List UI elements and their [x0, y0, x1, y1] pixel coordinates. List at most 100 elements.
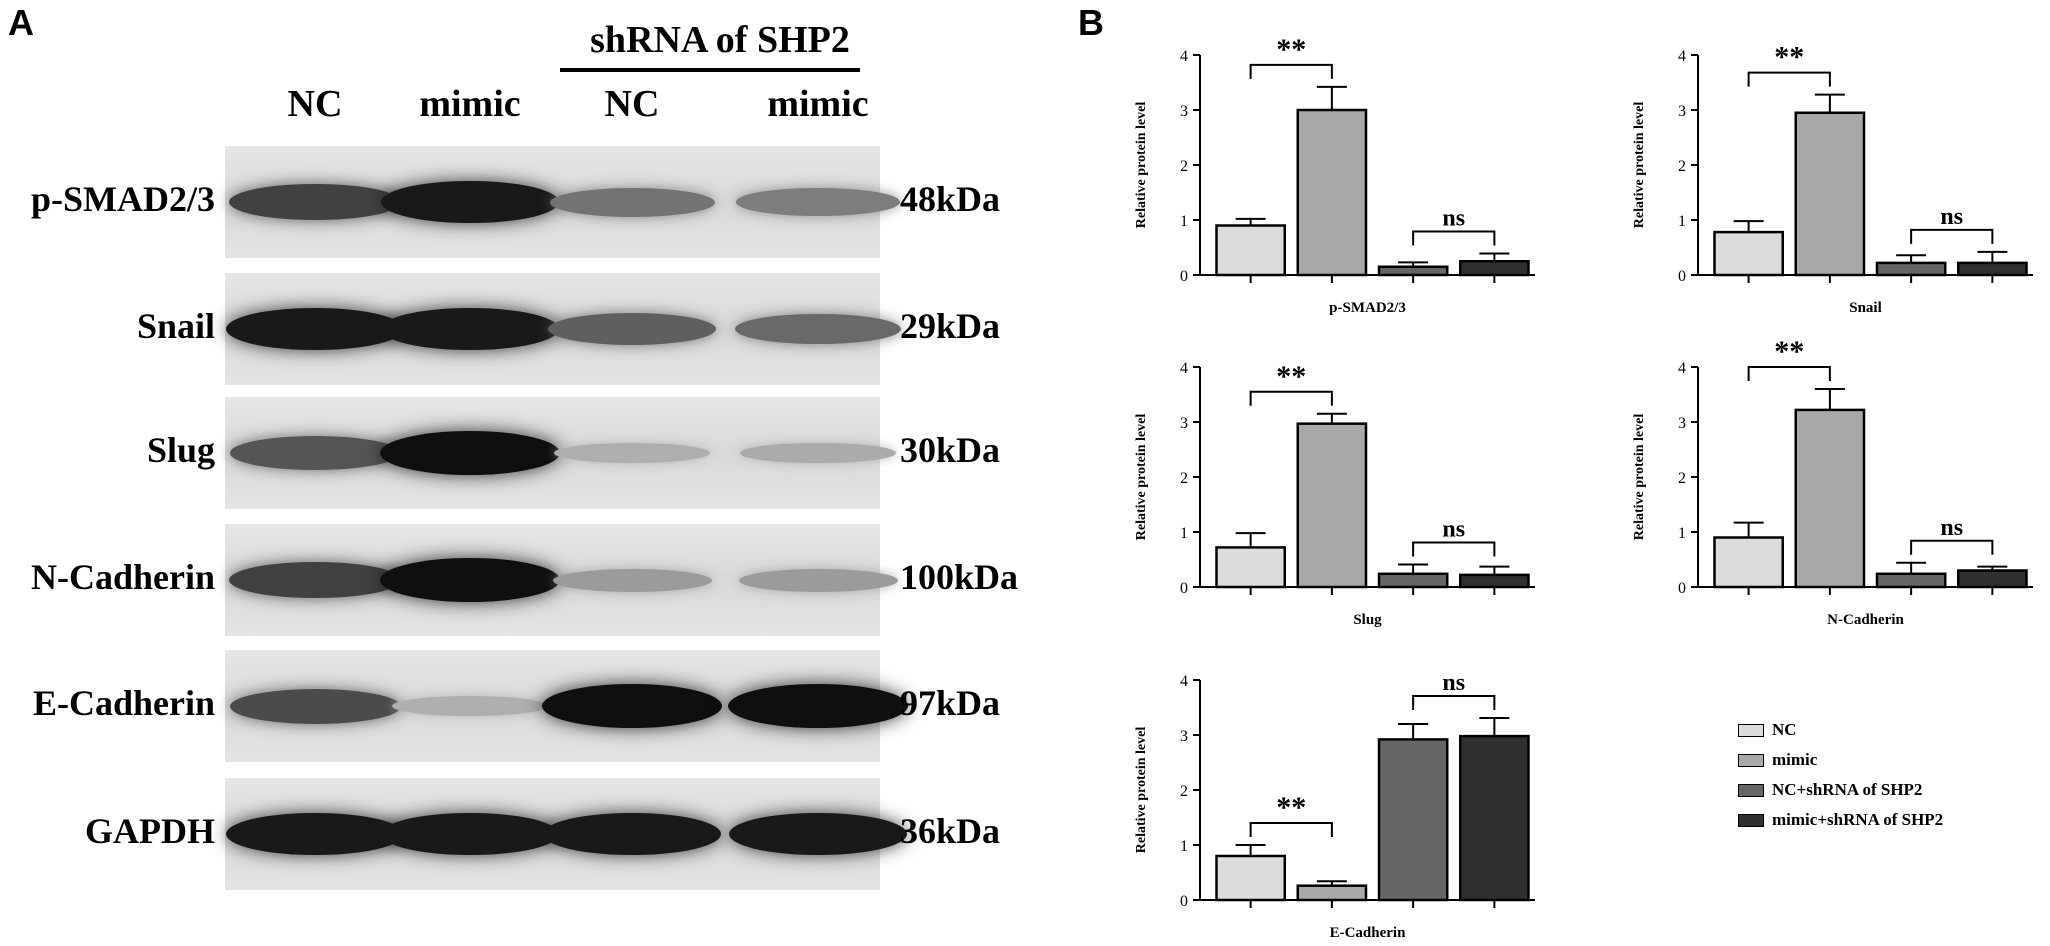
x-axis-label: Slug	[1353, 612, 1382, 628]
significance-bracket	[1249, 390, 1333, 406]
y-tick-label: 0	[1678, 580, 1686, 597]
blot-band	[739, 442, 897, 464]
blot-band	[738, 568, 898, 592]
y-tick-label: 2	[1678, 158, 1686, 175]
bar-charts-panel: B 0 1 2 3 4 Relative protein level ** ns p-SMAD2…	[1060, 0, 2050, 946]
y-tick-label: 4	[1180, 48, 1188, 65]
protein-label: Snail	[136, 306, 215, 346]
bar-chart-1: 0 1 2 3 4 Relative protein level ** ns p-SMAD2/3	[1134, 33, 1535, 316]
protein-label: E-Cadherin	[32, 683, 215, 723]
blot-strip	[225, 650, 908, 762]
shrna-group-line	[560, 68, 860, 72]
panel-a-letter: A	[8, 2, 34, 43]
kda-label: 36kDa	[900, 811, 1001, 851]
significance-bracket	[1249, 822, 1333, 837]
western-blot-panel: A shRNA of SHP2 NC mimic NC mimic p-SMAD2/3…	[8, 2, 1018, 890]
protein-label: p-SMAD2/3	[30, 179, 215, 219]
bar	[1215, 224, 1286, 277]
bar	[1794, 408, 1866, 589]
shrna-group-label: shRNA of SHP2	[590, 19, 850, 61]
blot-band	[380, 558, 560, 602]
bar	[1957, 261, 2028, 277]
significance-bracket	[1249, 63, 1333, 79]
bar	[1215, 854, 1286, 902]
legend-label: NC+shRNA of SHP2	[1772, 780, 1923, 799]
significance-bracket	[1747, 366, 1831, 381]
y-axis-label: Relative protein level	[1134, 414, 1149, 541]
x-axis-label: Snail	[1849, 300, 1882, 316]
y-tick-label: 2	[1180, 470, 1188, 487]
significance-label: ns	[1940, 204, 1963, 230]
legend-label: mimic+shRNA of SHP2	[1772, 810, 1944, 829]
lane-label-2: mimic	[419, 83, 521, 125]
legend-item: mimic+shRNA of SHP2	[1738, 810, 1943, 830]
blot-band	[225, 812, 405, 856]
bar	[1377, 265, 1449, 277]
blot-band	[225, 307, 405, 351]
blot-band	[380, 180, 560, 224]
bar	[1296, 108, 1368, 277]
bar	[1459, 573, 1530, 589]
y-tick-label: 4	[1678, 48, 1686, 65]
y-tick-label: 3	[1180, 415, 1188, 432]
blot-band	[728, 812, 908, 856]
bar	[1794, 111, 1866, 277]
y-axis-label: Relative protein level	[1632, 102, 1647, 229]
blot-band	[548, 313, 716, 345]
blot-band	[542, 684, 722, 728]
y-tick-label: 2	[1678, 470, 1686, 487]
y-axis-label: Relative protein level	[1632, 414, 1647, 541]
significance-label: **	[1276, 360, 1306, 393]
kda-label: 30kDa	[900, 430, 1001, 470]
y-tick-label: 4	[1180, 360, 1188, 377]
significance-bracket	[1910, 228, 1994, 244]
y-tick-label: 3	[1678, 103, 1686, 120]
blot-strip	[225, 524, 898, 636]
legend-swatch	[1738, 813, 1764, 827]
bar-chart-2: 0 1 2 3 4 Relative protein level ** ns Snail	[1632, 41, 2033, 316]
blot-band	[549, 187, 715, 217]
y-tick-label: 3	[1180, 103, 1188, 120]
y-axis-label: Relative protein level	[1134, 727, 1149, 854]
blot-band	[542, 812, 722, 856]
kda-label: 29kDa	[900, 306, 1001, 346]
bar-chart-4: 0 1 2 3 4 Relative protein level ** ns N-Cadheri…	[1632, 335, 2033, 628]
blot-band	[392, 696, 548, 716]
y-tick-label: 2	[1180, 158, 1188, 175]
bar	[1875, 261, 1947, 277]
significance-label: **	[1276, 33, 1306, 66]
x-axis-label: p-SMAD2/3	[1329, 300, 1406, 316]
y-tick-label: 0	[1180, 580, 1188, 597]
y-axis-label: Relative protein level	[1134, 102, 1149, 229]
y-tick-label: 3	[1678, 415, 1686, 432]
y-tick-label: 0	[1180, 268, 1188, 285]
blot-band	[380, 307, 560, 351]
blot-strip	[225, 778, 908, 890]
blot-band	[552, 568, 712, 592]
significance-label: **	[1774, 335, 1804, 368]
blot-strip	[225, 146, 900, 258]
bar	[1296, 422, 1368, 589]
lane-label-1: NC	[287, 83, 343, 125]
legend-swatch	[1738, 753, 1764, 767]
significance-label: **	[1774, 41, 1804, 74]
significance-label: ns	[1442, 206, 1465, 232]
blot-band	[228, 183, 402, 221]
significance-bracket	[1412, 694, 1496, 710]
legend-label: mimic	[1772, 750, 1818, 769]
legend-swatch	[1738, 723, 1764, 737]
bar-chart-5: 0 1 2 3 4 Relative protein level ** ns E-Cadheri…	[1134, 670, 1535, 941]
protein-label: N-Cadherin	[30, 557, 215, 597]
blot-band	[380, 431, 560, 475]
legend-item: NC+shRNA of SHP2	[1738, 780, 1922, 800]
y-tick-label: 4	[1678, 360, 1686, 377]
significance-bracket	[1910, 539, 1994, 555]
legend-item: mimic	[1738, 750, 1817, 770]
blot-band	[728, 684, 908, 728]
lane-label-4: mimic	[767, 83, 869, 125]
kda-label: 48kDa	[900, 179, 1001, 219]
blot-band	[734, 313, 902, 345]
y-tick-label: 1	[1180, 838, 1188, 855]
bar	[1459, 734, 1530, 902]
legend-item: NC	[1738, 720, 1797, 740]
